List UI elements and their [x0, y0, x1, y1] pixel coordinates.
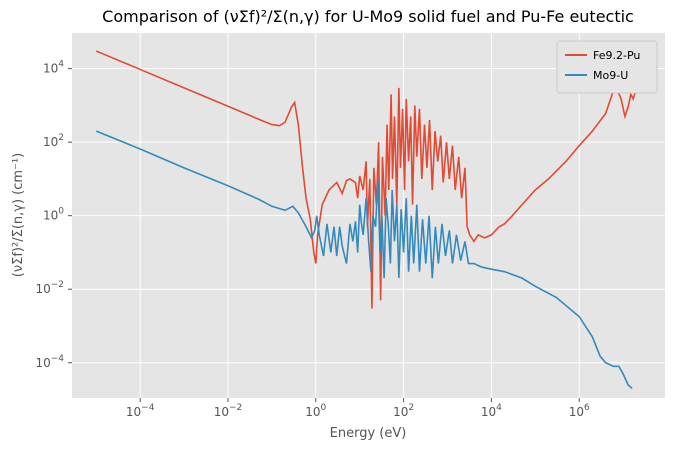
- chart-title: Comparison of (νΣf)²/Σ(n,γ) for U-Mo9 so…: [102, 7, 634, 26]
- x-tick-label: 10−2: [214, 403, 243, 419]
- y-tick-label: 102: [43, 133, 64, 149]
- x-tick-label: 10−4: [126, 403, 155, 419]
- x-tick-label: 102: [393, 403, 414, 419]
- x-tick-label: 106: [569, 403, 590, 419]
- x-axis-label: Energy (eV): [330, 426, 407, 441]
- y-axis-label: (νΣf)²/Σ(n,γ) (cm⁻¹): [11, 153, 26, 277]
- y-tick-label: 10−2: [35, 280, 64, 296]
- y-tick-label: 10−4: [35, 354, 64, 370]
- x-tick-label: 100: [305, 403, 326, 419]
- legend-label: Fe9.2-Pu: [593, 49, 640, 62]
- x-tick-label: 104: [481, 403, 502, 419]
- legend-label: Mo9-U: [593, 69, 628, 82]
- line-series: [95, 50, 638, 309]
- y-tick-label: 104: [43, 60, 64, 76]
- y-tick-label: 100: [43, 207, 64, 223]
- line-series: [95, 130, 633, 390]
